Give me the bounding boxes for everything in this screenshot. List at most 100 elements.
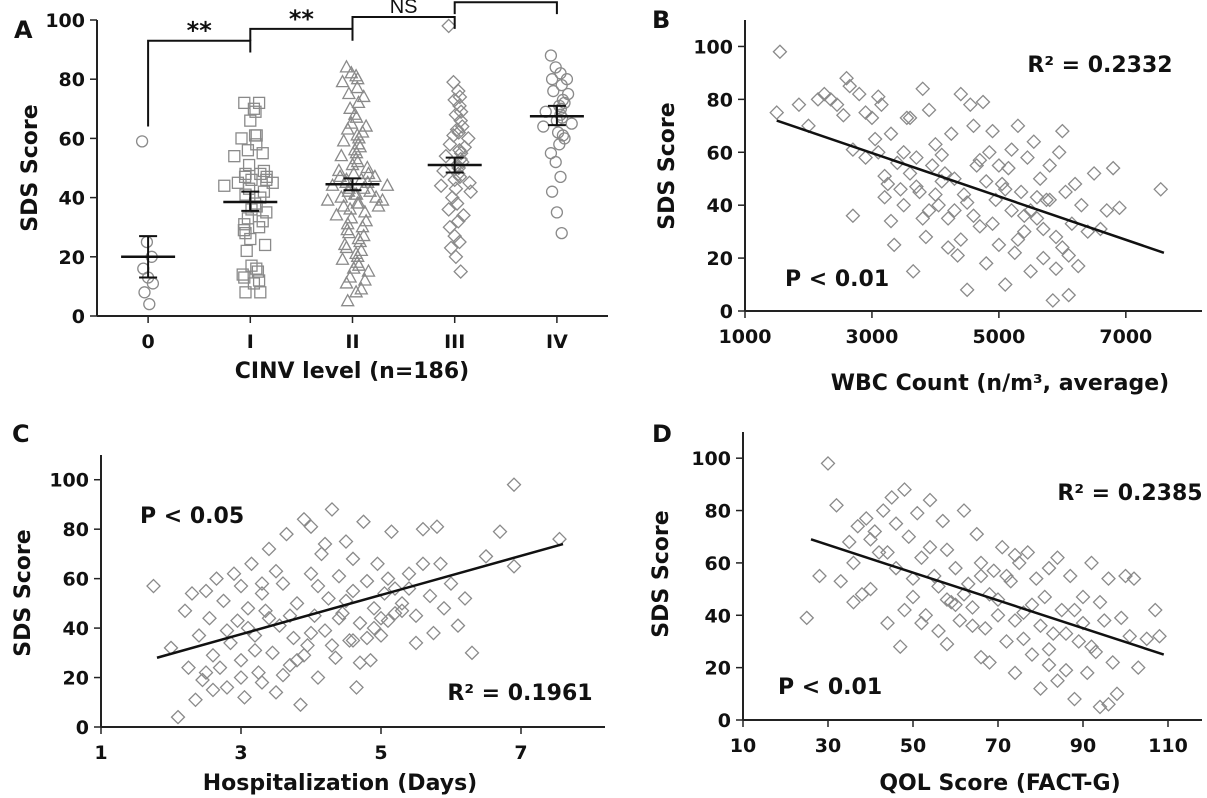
data-point — [448, 107, 464, 123]
data-point — [354, 243, 369, 257]
data-point — [345, 633, 361, 648]
data-point — [345, 551, 361, 567]
x-axis-label: CINV level (n=186) — [235, 359, 469, 384]
data-point — [230, 613, 245, 629]
data-point — [310, 670, 326, 685]
data-point — [350, 154, 365, 168]
data-point — [344, 115, 359, 129]
data-point — [143, 298, 156, 311]
x-tick-label: 3 — [234, 742, 247, 764]
data-point — [247, 642, 263, 658]
data-point — [1101, 696, 1116, 712]
data-point — [266, 176, 279, 189]
data-point — [177, 603, 193, 619]
data-point — [950, 248, 966, 263]
data-point — [492, 524, 508, 540]
data-point — [1050, 550, 1065, 566]
data-point — [973, 568, 989, 584]
x-tick-label: 1000 — [719, 326, 772, 348]
data-point — [905, 571, 921, 587]
data-point — [921, 102, 937, 118]
data-point — [981, 144, 997, 160]
data-point — [394, 595, 410, 611]
data-point — [897, 482, 912, 498]
data-point — [1003, 573, 1019, 589]
data-point — [341, 86, 356, 100]
data-point — [922, 539, 938, 555]
data-point — [453, 264, 469, 280]
data-point — [1092, 699, 1108, 715]
data-point — [146, 578, 161, 594]
data-point — [1004, 142, 1020, 158]
data-point — [457, 590, 473, 606]
data-point — [1058, 184, 1073, 200]
data-point — [1033, 618, 1048, 634]
data-point — [1023, 263, 1039, 279]
data-point — [908, 150, 924, 165]
data-point — [324, 637, 340, 653]
y-axis-label: SDS Score — [655, 102, 680, 229]
data-point — [340, 121, 355, 135]
data-point — [363, 183, 378, 197]
data-point — [138, 286, 151, 299]
significance-label: NS — [390, 0, 418, 18]
data-point — [237, 689, 252, 705]
data-point — [1101, 571, 1116, 587]
data-point — [939, 592, 955, 607]
y-tick-label: 80 — [63, 519, 89, 541]
data-point — [336, 133, 351, 147]
y-tick-label: 80 — [59, 69, 85, 91]
data-point — [363, 652, 378, 668]
significance-bracket — [249, 27, 354, 41]
trend-line — [810, 538, 1165, 656]
data-point — [450, 213, 466, 229]
data-point — [952, 613, 968, 628]
data-point — [1088, 644, 1104, 660]
data-point — [874, 97, 889, 113]
data-point — [863, 581, 878, 597]
data-point — [352, 655, 368, 671]
data-point — [258, 603, 273, 619]
y-tick-label: 40 — [705, 605, 731, 627]
data-point — [956, 503, 972, 518]
data-point — [1130, 660, 1146, 676]
data-point — [918, 607, 934, 623]
data-point — [999, 634, 1014, 649]
data-point — [441, 18, 457, 34]
data-point — [441, 202, 457, 217]
data-point — [235, 132, 248, 145]
data-point — [833, 573, 849, 589]
data-point — [547, 84, 560, 98]
data-point — [1067, 691, 1082, 707]
data-point — [877, 189, 893, 205]
data-point — [340, 293, 355, 307]
y-tick-label: 0 — [72, 306, 85, 328]
data-point — [969, 158, 985, 173]
data-point — [335, 74, 350, 88]
data-point — [973, 649, 989, 665]
data-point — [351, 95, 366, 109]
panel-label: C — [12, 420, 30, 448]
data-point — [1073, 197, 1089, 213]
data-point — [228, 150, 241, 163]
data-point — [359, 118, 374, 132]
x-tick-label: 7000 — [1099, 326, 1152, 348]
data-point — [982, 654, 997, 670]
stat-annotation: P < 0.01 — [785, 267, 889, 292]
data-point — [426, 625, 441, 641]
data-point — [1099, 203, 1115, 218]
data-point — [897, 602, 912, 618]
x-tick-label: 30 — [815, 735, 841, 757]
data-point — [422, 588, 438, 604]
data-point — [892, 639, 908, 655]
data-point — [244, 556, 259, 572]
data-point — [864, 110, 880, 126]
significance-bracket — [351, 16, 456, 29]
data-point — [464, 645, 480, 661]
data-point — [909, 505, 925, 521]
significance-label: *** — [487, 0, 525, 6]
data-point — [812, 568, 827, 584]
data-point — [296, 511, 312, 527]
data-point — [841, 534, 857, 550]
y-tick-label: 0 — [718, 710, 731, 732]
